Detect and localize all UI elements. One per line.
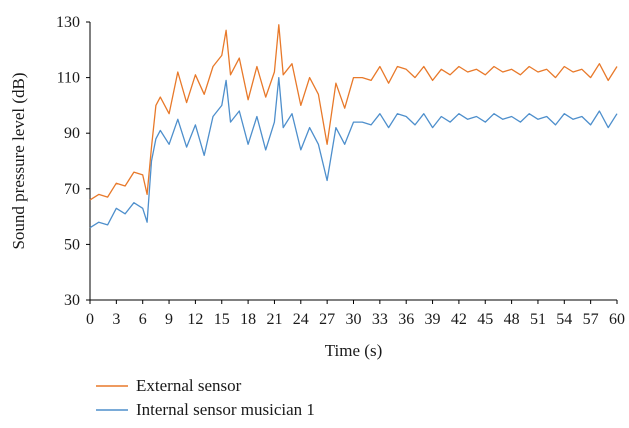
y-tick-label: 130 (56, 14, 80, 31)
x-axis-title: Time (s) (325, 341, 382, 360)
x-tick-label: 0 (86, 311, 94, 328)
legend: External sensor Internal sensor musician … (96, 376, 315, 419)
y-axis-ticks: 30 50 70 90 110 130 (56, 14, 90, 309)
x-tick-label: 36 (398, 311, 414, 328)
legend-label: External sensor (136, 376, 242, 395)
x-tick-label: 39 (425, 311, 441, 328)
x-tick-label: 42 (451, 311, 467, 328)
x-tick-label: 6 (139, 311, 147, 328)
y-tick-label: 70 (64, 181, 80, 198)
series-line-internal-sensor-musician-1 (89, 76, 618, 229)
x-tick-label: 48 (504, 311, 520, 328)
series-line-external-sensor (89, 24, 618, 201)
y-axis-title: Sound pressure level (dB) (9, 72, 28, 249)
x-tick-label: 15 (214, 311, 230, 328)
x-tick-label: 18 (240, 311, 256, 328)
x-tick-label: 33 (372, 311, 388, 328)
x-tick-label: 12 (187, 311, 203, 328)
x-tick-label: 51 (530, 311, 546, 328)
y-tick-label: 50 (64, 236, 80, 253)
x-tick-label: 30 (346, 311, 362, 328)
x-tick-label: 3 (112, 311, 120, 328)
y-tick-label: 90 (64, 125, 80, 142)
legend-label: Internal sensor musician 1 (136, 400, 315, 419)
x-tick-label: 54 (556, 311, 572, 328)
series-lines (89, 24, 618, 229)
x-tick-label: 9 (165, 311, 173, 328)
y-tick-label: 30 (64, 292, 80, 309)
x-tick-label: 27 (319, 311, 335, 328)
x-axis-ticks: 0 3 6 9 12 15 18 21 24 27 30 33 36 39 42 45 48 51 54 57 60 (86, 300, 625, 328)
x-tick-label: 21 (266, 311, 282, 328)
x-tick-label: 24 (293, 311, 309, 328)
x-tick-label: 57 (583, 311, 599, 328)
x-tick-label: 45 (477, 311, 493, 328)
x-tick-label: 60 (609, 311, 625, 328)
y-tick-label: 110 (57, 70, 80, 87)
